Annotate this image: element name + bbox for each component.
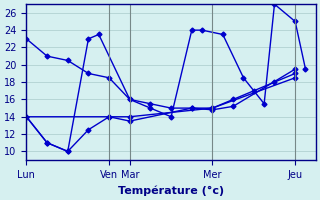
X-axis label: Température (°c): Température (°c) [118, 185, 224, 196]
